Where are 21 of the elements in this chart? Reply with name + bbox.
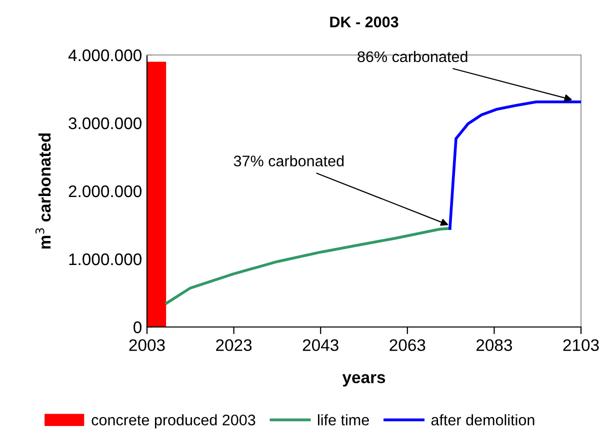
line-series (448, 100, 581, 230)
x-axis-title: years (342, 374, 386, 387)
y-axis-title: m$^{3}$ carbonated (35, 133, 51, 249)
x-tick-label: 2063 (390, 339, 426, 352)
y-tick-label: 1.000.000 (69, 253, 142, 266)
legend-label: concrete produced 2003 (92, 414, 256, 428)
y-tick-label: 2.000.000 (68, 185, 142, 198)
y-tick-label: 4.000.000 (68, 49, 142, 62)
legend-label: life time (318, 414, 369, 426)
annotation: 86% carbonated (358, 50, 468, 62)
chart-title: DK - 2003 (330, 16, 398, 28)
y-tick-label: 3.000.000 (68, 117, 142, 130)
line-series (165, 227, 452, 305)
annotation: 37% carbonated (234, 155, 344, 166)
x-tick-label: 2043 (302, 339, 338, 352)
x-tick-label: 2003 (129, 339, 165, 352)
legend-label: after demolition (431, 414, 534, 426)
x-tick-label: 2083 (476, 339, 512, 352)
y-tick-label: 0 (134, 321, 142, 334)
x-tick-label: 2103 (563, 339, 599, 352)
x-tick-label: 2023 (216, 339, 252, 352)
